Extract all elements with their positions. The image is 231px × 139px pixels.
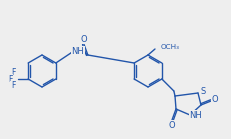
- Text: F: F: [8, 75, 12, 84]
- Text: S: S: [200, 86, 206, 95]
- Text: O: O: [212, 95, 218, 105]
- Text: OCH₃: OCH₃: [161, 44, 180, 50]
- Text: F: F: [11, 81, 15, 90]
- Text: F: F: [11, 68, 15, 76]
- Text: O: O: [81, 34, 87, 44]
- Text: O: O: [169, 121, 175, 130]
- Text: NH: NH: [190, 111, 202, 120]
- Text: NH: NH: [71, 47, 84, 55]
